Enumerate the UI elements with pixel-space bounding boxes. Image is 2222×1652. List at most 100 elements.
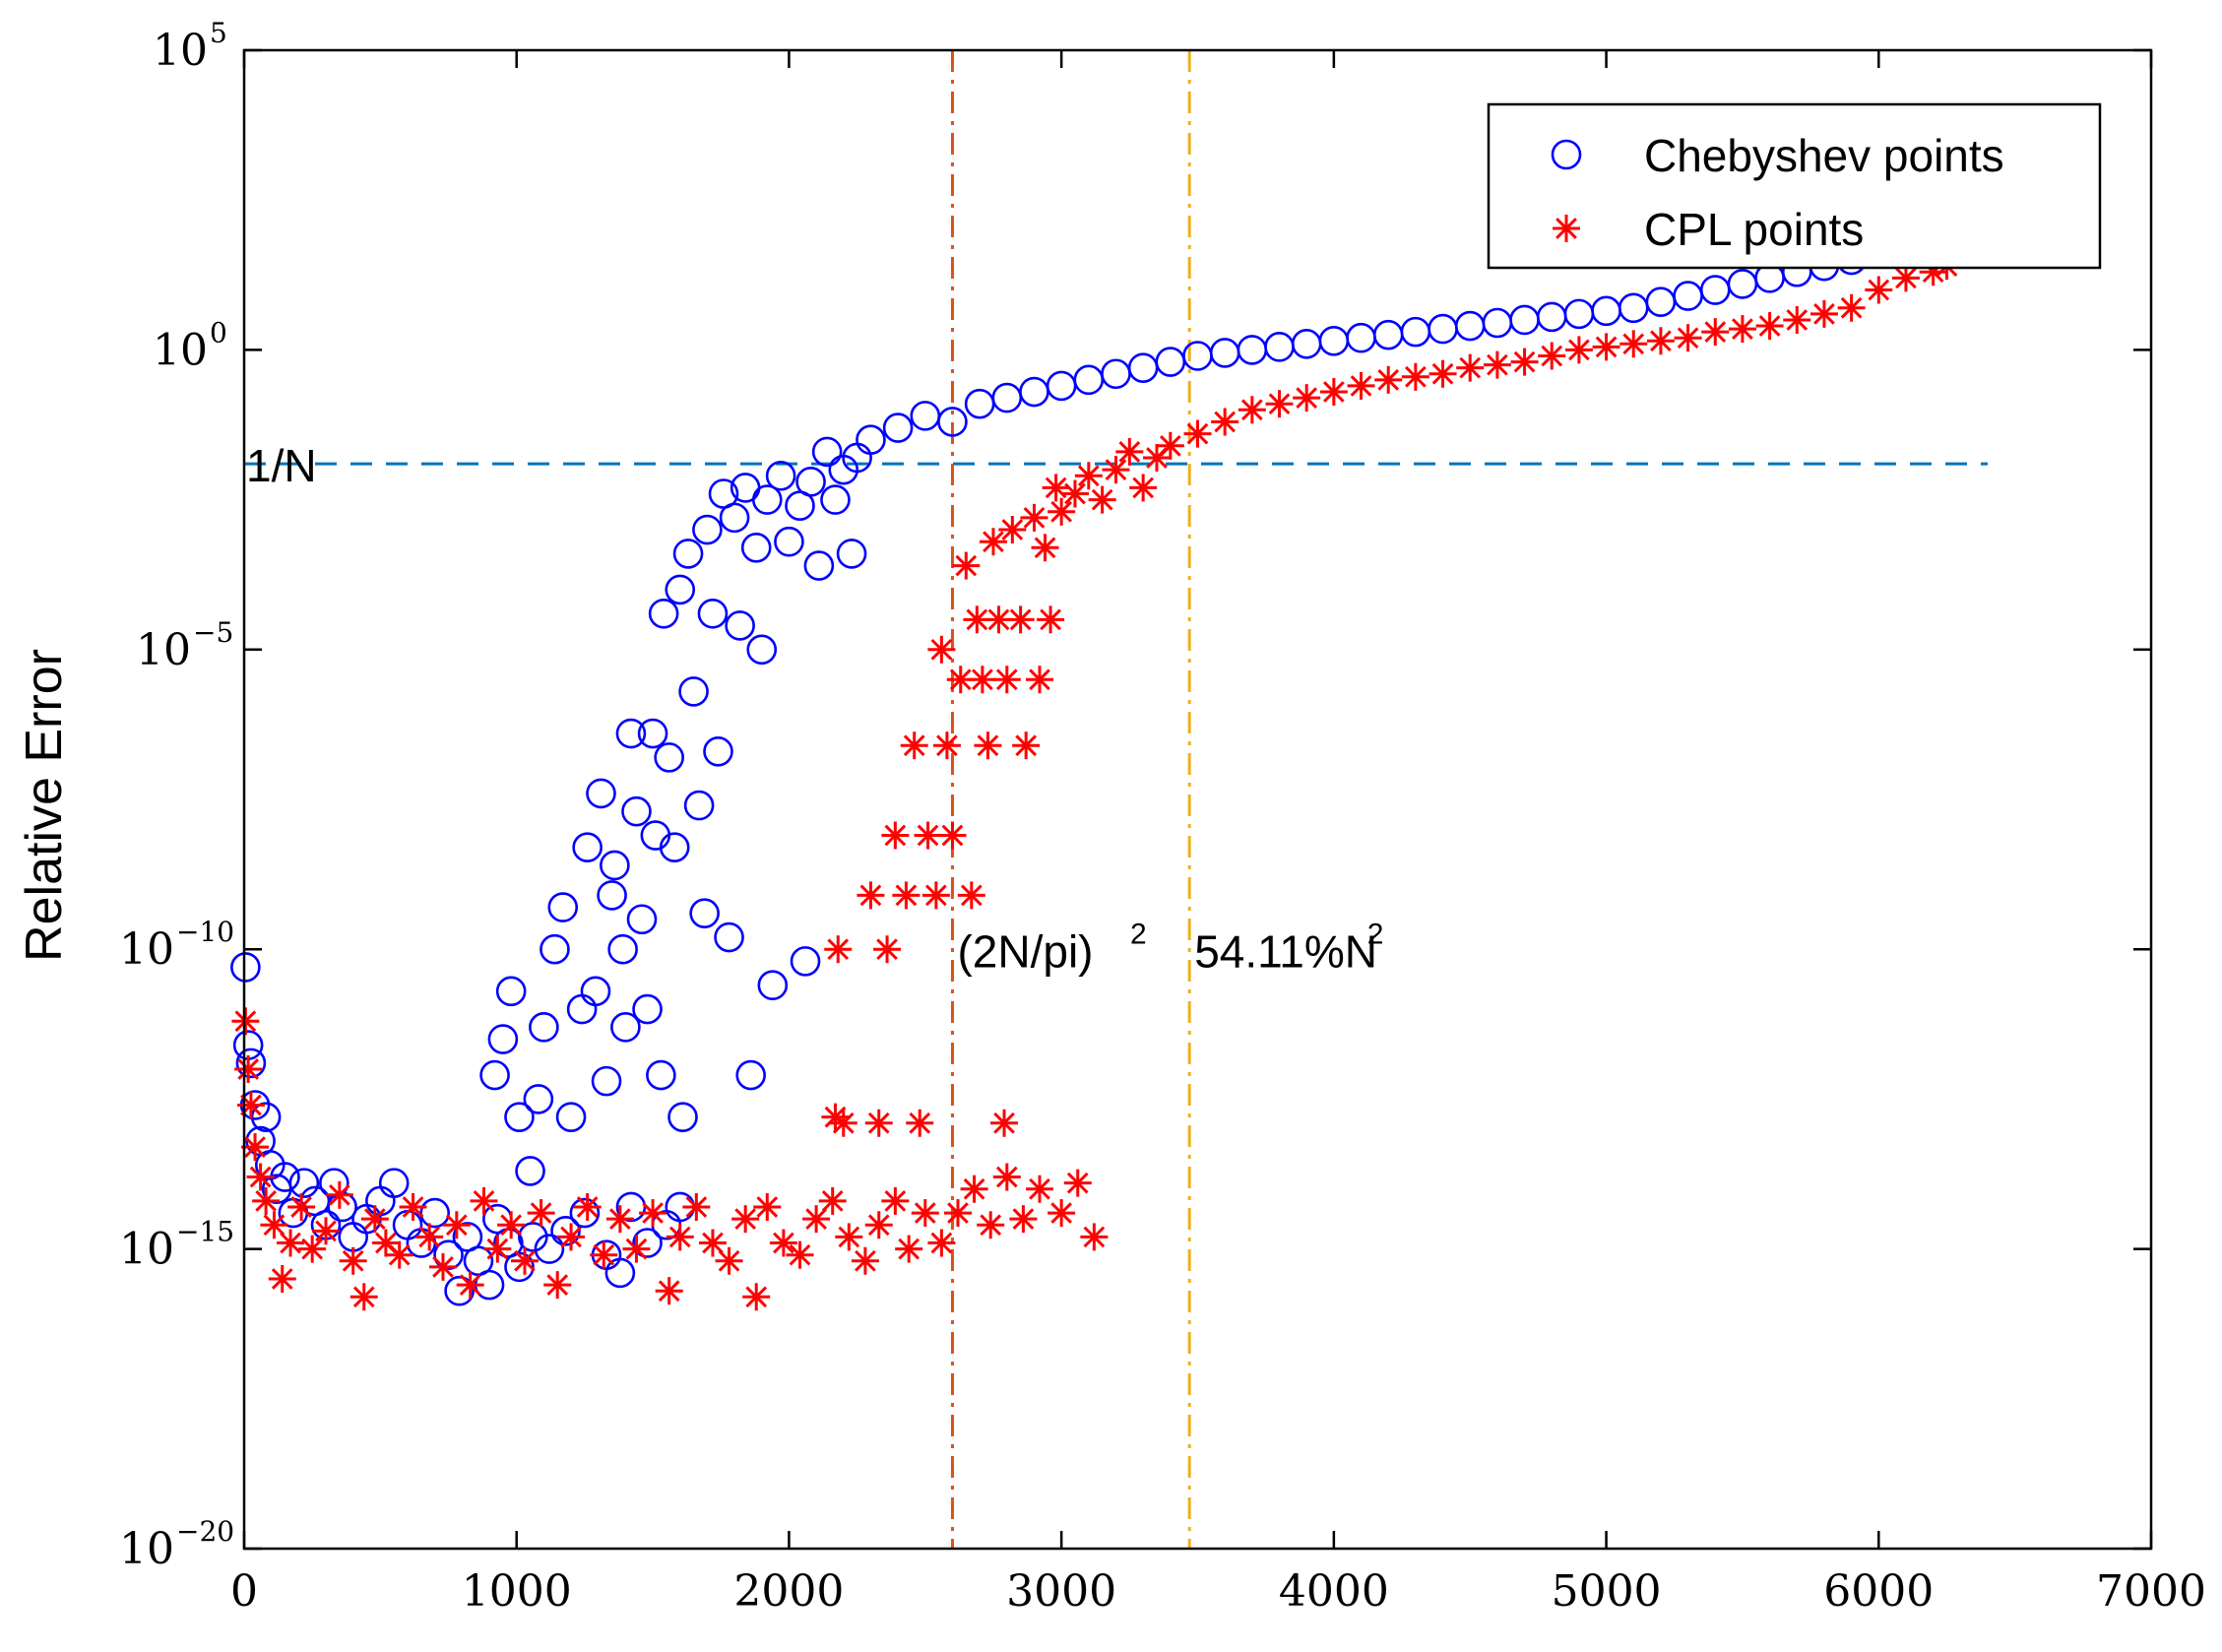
data-point-chebyshev: [550, 1216, 581, 1246]
legend-marker-chebyshev: [1551, 139, 1582, 170]
data-point-cpl: [325, 1180, 353, 1209]
data-point-chebyshev: [725, 610, 755, 641]
data-point-chebyshev: [580, 976, 611, 1007]
data-point-chebyshev: [600, 850, 630, 881]
data-point-cpl: [415, 1223, 444, 1251]
data-point-cpl: [339, 1246, 367, 1275]
data-point-cpl: [992, 1163, 1021, 1191]
data-point-cpl: [241, 1133, 270, 1162]
data-point-chebyshev: [235, 1048, 267, 1079]
data-point-cpl: [990, 1109, 1019, 1137]
x-tick-label: 1000: [462, 1566, 572, 1617]
data-point-chebyshev: [504, 1102, 535, 1132]
data-point-chebyshev: [230, 952, 261, 983]
data-point-cpl: [1183, 419, 1212, 448]
y-tick-label-base: 10: [136, 625, 191, 675]
data-point-chebyshev: [757, 970, 789, 1001]
data-point-cpl: [938, 821, 967, 850]
x-tick-label: 3000: [1006, 1566, 1116, 1617]
series-cpl: [231, 252, 1961, 1311]
data-point-cpl: [851, 1246, 879, 1275]
ref-line-label-sup-1: 2: [1130, 918, 1147, 950]
data-point-chebyshev: [495, 976, 527, 1007]
data-point-chebyshev: [444, 1275, 475, 1306]
data-point-chebyshev: [632, 1228, 663, 1258]
data-point-chebyshev: [667, 1102, 698, 1132]
data-point-chebyshev: [591, 1065, 622, 1097]
data-point-cpl: [1510, 348, 1539, 376]
data-point-cpl: [666, 1223, 694, 1251]
data-point-cpl: [268, 1265, 296, 1294]
data-point-cpl: [1319, 378, 1348, 407]
data-point-cpl: [932, 731, 961, 760]
data-point-cpl: [835, 1223, 863, 1251]
data-point-cpl: [312, 1217, 341, 1245]
data-point-cpl: [715, 1246, 743, 1275]
data-point-chebyshev: [547, 892, 579, 922]
data-point-cpl: [543, 1271, 572, 1300]
data-point-cpl: [1020, 503, 1048, 532]
data-point-chebyshev: [254, 1150, 286, 1180]
data-point-cpl: [360, 1205, 389, 1234]
data-point-cpl: [1755, 312, 1784, 341]
ref-line-label-2: 54.11%N: [1194, 925, 1377, 977]
data-point-chebyshev: [610, 1012, 641, 1043]
reference-lines: 1/N(2N/pi) 2 54.11%N2: [244, 50, 1988, 1549]
data-point-chebyshev: [790, 946, 821, 977]
x-tick-label: 6000: [1823, 1566, 1934, 1617]
data-point-chebyshev: [672, 539, 704, 569]
data-point-cpl: [260, 1211, 288, 1239]
data-point-cpl: [698, 1229, 727, 1257]
data-point-cpl: [483, 1235, 512, 1263]
data-point-cpl: [1564, 336, 1593, 364]
data-point-chebyshev: [774, 526, 804, 557]
legend-box: [1487, 102, 2102, 270]
data-point-cpl: [1783, 305, 1811, 334]
data-point-chebyshev: [534, 1234, 565, 1264]
data-point-cpl: [1401, 362, 1429, 391]
data-point-cpl: [429, 1252, 458, 1281]
data-point-cpl: [895, 1235, 923, 1263]
data-point-cpl: [590, 1240, 618, 1269]
data-point-chebyshev: [515, 1156, 545, 1186]
data-point-cpl: [1074, 462, 1103, 490]
data-point-cpl: [371, 1229, 400, 1257]
data-point-cpl: [1428, 359, 1457, 388]
x-tick-label: 7000: [2096, 1566, 2206, 1617]
data-point-cpl: [742, 1283, 771, 1311]
data-point-chebyshev: [646, 1059, 676, 1091]
x-tick-label: 2000: [733, 1566, 844, 1617]
data-point-cpl: [873, 935, 902, 964]
y-tick-label-base: 10: [119, 924, 174, 975]
data-point-cpl: [786, 1240, 814, 1269]
x-tick-label: 0: [230, 1566, 258, 1617]
data-point-cpl: [1293, 384, 1321, 413]
data-point-cpl: [639, 1199, 667, 1228]
data-point-cpl: [1048, 1199, 1076, 1228]
data-point-cpl: [1865, 276, 1893, 304]
data-point-cpl: [497, 1211, 526, 1239]
data-point-cpl: [857, 881, 885, 910]
y-tick-label-base: 10: [153, 26, 208, 76]
data-point-chebyshev: [487, 1024, 519, 1054]
data-point-cpl: [753, 1192, 782, 1221]
data-point-cpl: [911, 1199, 939, 1228]
x-tick-label: 5000: [1552, 1566, 1662, 1617]
data-point-chebyshev: [803, 550, 835, 581]
data-point-cpl: [943, 1199, 972, 1228]
data-point-chebyshev: [751, 484, 783, 515]
data-point-chebyshev: [572, 832, 603, 863]
data-point-chebyshev: [607, 933, 638, 965]
data-point-chebyshev: [555, 1102, 587, 1132]
data-point-cpl: [769, 1229, 797, 1257]
data-point-cpl: [1456, 353, 1485, 382]
y-tick-label-exponent: −5: [193, 616, 233, 649]
data-point-chebyshev: [626, 904, 658, 935]
data-point-cpl: [1060, 479, 1089, 508]
data-point-cpl: [1538, 342, 1566, 370]
series-chebyshev: [230, 244, 1867, 1306]
data-point-cpl: [957, 881, 985, 910]
y-tick-label-exponent: 5: [210, 17, 227, 49]
axes-frame: [242, 48, 2153, 1551]
data-point-cpl: [992, 666, 1021, 694]
